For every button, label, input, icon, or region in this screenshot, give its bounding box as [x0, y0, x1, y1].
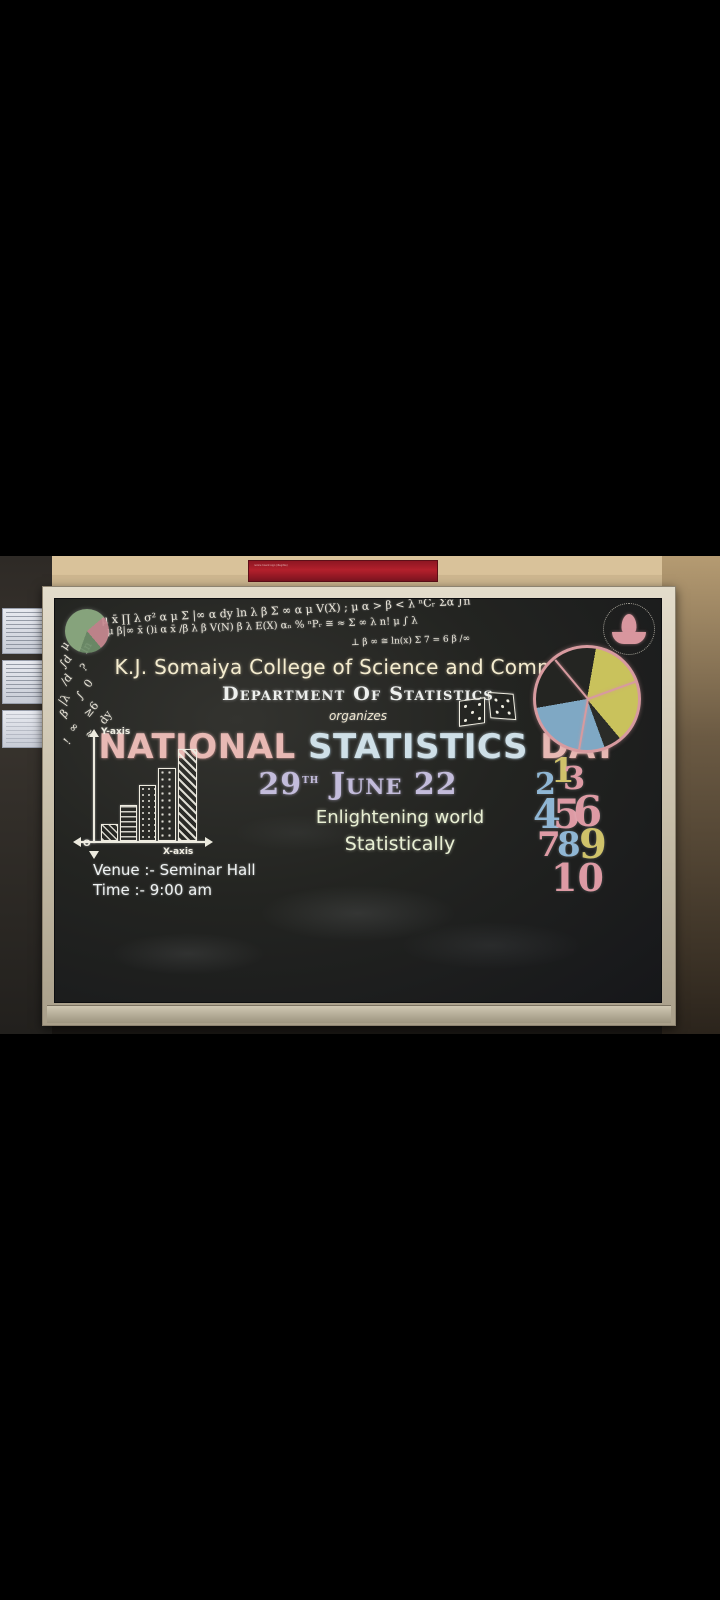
blackboard-surface: μ x̄ ∏ λ σ² α μ Σ |∞ α dy ln λ β Σ ∞ α μ… — [54, 598, 662, 1003]
number-2: 2 — [535, 767, 556, 802]
bar-2 — [120, 805, 137, 841]
pie-chart-small-icon — [65, 609, 109, 653]
tagline-line-1: Enlightening world — [315, 807, 485, 828]
number-9: 9 — [579, 821, 607, 868]
chart-x-axis-label: X-axis — [163, 847, 194, 857]
bar-chart-icon: Y-axis X-axis O — [71, 727, 221, 862]
title-word-statistics: STATISTICS — [307, 727, 528, 767]
number-8: 8 — [557, 825, 581, 865]
x-axis-left-arrow — [73, 837, 81, 847]
chalk-tray — [47, 1005, 671, 1023]
time-text: Time :- 9:00 am — [93, 881, 212, 899]
pie-separator — [587, 680, 637, 700]
number-4: 4 — [533, 791, 561, 838]
number-7: 7 — [537, 825, 561, 865]
number-3: 3 — [563, 759, 586, 797]
date-year: 22 — [413, 767, 458, 802]
number-1: 1 — [551, 751, 575, 791]
pie-chart-icon — [533, 645, 641, 753]
date-day: 29 — [258, 767, 303, 802]
math-formula-band: μ x̄ ∏ λ σ² α μ Σ |∞ α dy ln λ β Σ ∞ α μ… — [101, 599, 593, 655]
chart-x-axis — [79, 841, 209, 843]
college-logo-icon — [603, 603, 655, 655]
bar-5 — [178, 749, 197, 841]
die-left — [459, 697, 485, 727]
pie-separator — [554, 659, 589, 700]
bar-4 — [158, 768, 176, 841]
y-axis-down-arrow — [89, 851, 99, 859]
tagline-line-2: Statistically — [344, 833, 456, 855]
number-5: 5 — [553, 791, 581, 838]
red-notice-sign: notice board sign (illegible) — [248, 560, 438, 582]
number-10: 10 — [551, 855, 604, 900]
notice-paper — [2, 608, 46, 654]
notice-paper — [2, 660, 46, 704]
bar-3 — [139, 785, 156, 841]
event-date: 29th June 22 — [55, 767, 661, 802]
organizes-label: organizes — [328, 709, 388, 723]
pie-separator — [578, 698, 589, 750]
chart-y-axis — [93, 735, 95, 843]
blackboard-photograph: notice board sign (illegible) μ x̄ ∏ λ σ… — [0, 556, 720, 1034]
numbers-doodle-group: 1 2 3 4 5 6 7 8 9 10 — [533, 751, 653, 900]
formula-row-3: ⊥ β ∞ ≅ ln(x) Σ 7 = 6 β ∕∞ — [350, 633, 471, 649]
department-name: Department Of Statistics — [222, 683, 494, 705]
x-axis-arrow — [205, 837, 213, 847]
date-month: June — [330, 767, 403, 802]
number-6: 6 — [573, 787, 603, 836]
dice-icon — [459, 685, 529, 731]
chart-origin-label: O — [83, 839, 91, 849]
blackboard-frame: μ x̄ ∏ λ σ² α μ Σ |∞ α dy ln λ β Σ ∞ α μ… — [42, 586, 676, 1026]
bar-1 — [101, 824, 118, 841]
red-sign-text: notice board sign (illegible) — [254, 564, 288, 567]
venue-text: Venue :- Seminar Hall — [93, 861, 256, 879]
die-right — [487, 691, 517, 721]
date-suffix: th — [302, 772, 320, 787]
y-axis-arrow — [89, 729, 99, 737]
chart-y-axis-label: Y-axis — [101, 727, 131, 737]
college-name: K.J. Somaiya College of Science and Comm… — [114, 655, 602, 679]
notice-paper — [2, 710, 46, 748]
